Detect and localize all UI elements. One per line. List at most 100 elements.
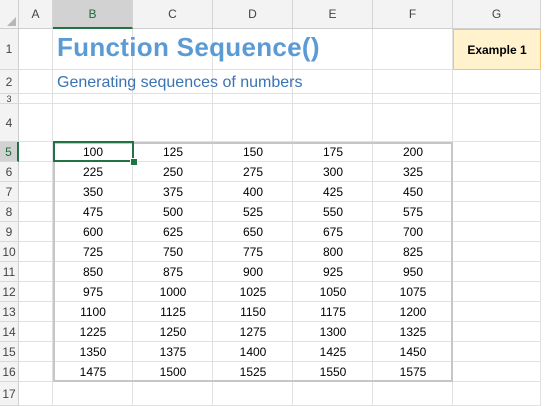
table-cell[interactable]: 575 [402, 205, 424, 219]
row-header-7[interactable]: 7 [0, 182, 19, 202]
table-cell[interactable]: 1225 [79, 325, 107, 339]
column-header-c[interactable]: C [133, 0, 213, 29]
table-cell[interactable]: 450 [402, 185, 424, 199]
table-cell[interactable]: 1000 [159, 285, 187, 299]
table-cell[interactable]: 1325 [399, 325, 427, 339]
row-header-2[interactable]: 2 [0, 70, 19, 94]
table-cell[interactable]: 1275 [239, 325, 267, 339]
row-header-4[interactable]: 4 [0, 104, 19, 142]
table-cell[interactable]: 1200 [399, 305, 427, 319]
table-cell[interactable]: 1350 [79, 345, 107, 359]
table-cell[interactable]: 400 [242, 185, 264, 199]
table-cell[interactable]: 1050 [319, 285, 347, 299]
table-cell[interactable]: 550 [322, 205, 344, 219]
row-gridline [19, 141, 541, 142]
fill-handle[interactable] [130, 158, 138, 166]
table-cell[interactable]: 1550 [319, 365, 347, 379]
row-gridline [19, 281, 541, 282]
row-gridline [19, 321, 541, 322]
sheet-subtitle[interactable]: Generating sequences of numbers [57, 74, 303, 91]
table-cell[interactable]: 275 [242, 165, 264, 179]
table-cell[interactable]: 625 [162, 225, 184, 239]
table-cell[interactable]: 300 [322, 165, 344, 179]
column-header-g[interactable]: G [453, 0, 541, 29]
row-header-10[interactable]: 10 [0, 242, 19, 262]
example-label-cell[interactable]: Example 1 [453, 29, 541, 70]
row-header-12[interactable]: 12 [0, 282, 19, 302]
column-header-f[interactable]: F [373, 0, 453, 29]
table-cell[interactable]: 1475 [79, 365, 107, 379]
table-cell[interactable]: 425 [322, 185, 344, 199]
table-cell[interactable]: 475 [82, 205, 104, 219]
table-cell[interactable]: 600 [82, 225, 104, 239]
table-cell[interactable]: 525 [242, 205, 264, 219]
table-cell[interactable]: 775 [242, 245, 264, 259]
column-header-b[interactable]: B [53, 0, 133, 29]
table-cell[interactable]: 925 [322, 265, 344, 279]
table-cell[interactable]: 1175 [320, 305, 346, 319]
row-header-16[interactable]: 16 [0, 362, 19, 382]
table-cell[interactable]: 100 [82, 145, 104, 159]
table-cell[interactable]: 975 [82, 285, 104, 299]
row-gridline [19, 201, 541, 202]
row-header-3[interactable]: 3 [0, 94, 19, 104]
row-header-8[interactable]: 8 [0, 202, 19, 222]
table-cell[interactable]: 675 [322, 225, 344, 239]
table-cell[interactable]: 200 [402, 145, 424, 159]
select-all-triangle-icon [7, 17, 16, 26]
row-gridline [19, 221, 541, 222]
row-header-9[interactable]: 9 [0, 222, 19, 242]
table-cell[interactable]: 350 [82, 185, 104, 199]
table-cell[interactable]: 1575 [399, 365, 427, 379]
table-cell[interactable]: 800 [322, 245, 344, 259]
table-cell[interactable]: 1300 [319, 325, 347, 339]
column-header-d[interactable]: D [213, 0, 293, 29]
table-cell[interactable]: 1450 [399, 345, 427, 359]
row-header-1[interactable]: 1 [0, 29, 19, 70]
sequence-table-border [53, 142, 453, 382]
row-header-15[interactable]: 15 [0, 342, 19, 362]
table-cell[interactable]: 950 [402, 265, 424, 279]
table-cell[interactable]: 225 [82, 165, 104, 179]
column-header-e[interactable]: E [293, 0, 373, 29]
table-cell[interactable]: 1400 [239, 345, 267, 359]
table-cell[interactable]: 500 [162, 205, 184, 219]
table-cell[interactable]: 725 [82, 245, 104, 259]
table-cell[interactable]: 1250 [159, 325, 187, 339]
column-gridline [132, 29, 133, 406]
row-header-5[interactable]: 5 [0, 142, 19, 162]
table-cell[interactable]: 900 [242, 265, 264, 279]
row-header-6[interactable]: 6 [0, 162, 19, 182]
table-cell[interactable]: 825 [402, 245, 424, 259]
table-cell[interactable]: 1025 [239, 285, 267, 299]
table-cell[interactable]: 325 [402, 165, 424, 179]
row-gridline [19, 161, 541, 162]
table-cell[interactable]: 1525 [239, 365, 267, 379]
table-cell[interactable]: 1075 [399, 285, 427, 299]
column-header-a[interactable]: A [19, 0, 53, 29]
table-cell[interactable]: 1150 [240, 305, 266, 319]
table-cell[interactable]: 850 [82, 265, 104, 279]
table-cell[interactable]: 1375 [159, 345, 187, 359]
table-cell[interactable]: 750 [162, 245, 184, 259]
column-gridline [292, 29, 293, 406]
table-cell[interactable]: 150 [242, 145, 264, 159]
table-cell[interactable]: 875 [162, 265, 184, 279]
table-cell[interactable]: 1100 [80, 305, 106, 319]
row-header-17[interactable]: 17 [0, 382, 19, 406]
row-header-14[interactable]: 14 [0, 322, 19, 342]
row-gridline [19, 93, 541, 94]
table-cell[interactable]: 1125 [160, 305, 186, 319]
table-cell[interactable]: 650 [242, 225, 264, 239]
table-cell[interactable]: 375 [162, 185, 184, 199]
sheet-title[interactable]: Function Sequence() [57, 32, 320, 62]
table-cell[interactable]: 175 [322, 145, 344, 159]
row-header-11[interactable]: 11 [0, 262, 19, 282]
select-all-corner[interactable] [0, 0, 19, 29]
table-cell[interactable]: 125 [162, 145, 184, 159]
table-cell[interactable]: 1425 [319, 345, 347, 359]
table-cell[interactable]: 700 [402, 225, 424, 239]
table-cell[interactable]: 1500 [159, 365, 187, 379]
row-header-13[interactable]: 13 [0, 302, 19, 322]
table-cell[interactable]: 250 [162, 165, 184, 179]
